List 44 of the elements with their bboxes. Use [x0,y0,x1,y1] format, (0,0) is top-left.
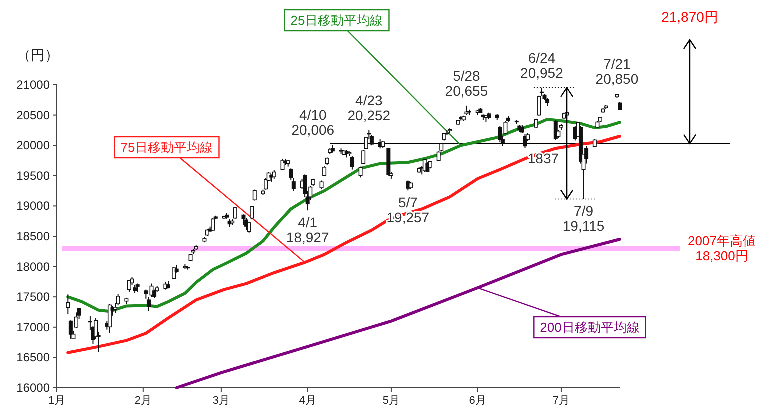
candlestick [244,218,249,231]
text: 200日移動平均線 [540,320,640,335]
y-tick-label: 18000 [16,260,50,274]
x-tick-label: 7月 [552,395,570,407]
candlestick [211,218,216,232]
y-tick-label: 17500 [16,290,50,304]
candlestick [66,294,70,315]
candlestick [523,134,528,149]
candlestick [292,178,296,192]
y-tick-label: 19000 [16,199,50,214]
candlestick [350,156,354,170]
y-axis-title: （円） [17,47,59,63]
candlestick [289,168,294,181]
candlestick [250,206,254,220]
y-tick-label: 16000 [16,381,50,395]
text: 21,870円 [662,9,718,25]
y-tick-label: 21000 [16,78,50,92]
y-tick-label: 20500 [16,108,50,122]
x-tick-label: 3月 [212,395,230,407]
candlestick [358,166,363,178]
annotation: 7/21 20,850 [596,56,639,88]
x-tick-label: 6月 [469,395,486,407]
y-tick-label: 17000 [16,320,50,334]
annotation: 6/24 20,952 [520,50,564,81]
text: 75日移動平均線 [120,140,214,155]
ref-line-label: 2007年高値 18,300円 [688,234,756,264]
annotation: 1837 [528,150,560,167]
candlestick [146,296,151,312]
annotation: 7/9 19,115 [562,203,605,234]
text: 25日移動平均線 [290,13,384,28]
x-tick-label: 4月 [299,395,316,407]
annotation: 5/28 20,655 [445,68,488,99]
y-tick-label: 16500 [16,350,50,365]
y-tick-label: 18500 [16,230,50,244]
candlestick [247,221,252,234]
y-tick-label: 19500 [16,168,50,183]
x-tick-label: 5月 [382,395,400,407]
annotation: 4/10 20,006 [292,107,335,138]
x-tick-label: 2月 [134,395,152,407]
annotation: 4/1 18,927 [286,214,330,246]
x-tick-label: 1月 [48,395,66,407]
candlestick [144,289,148,300]
y-tick-label: 20000 [16,138,50,153]
annotation: 4/23 20,252 [348,92,391,124]
